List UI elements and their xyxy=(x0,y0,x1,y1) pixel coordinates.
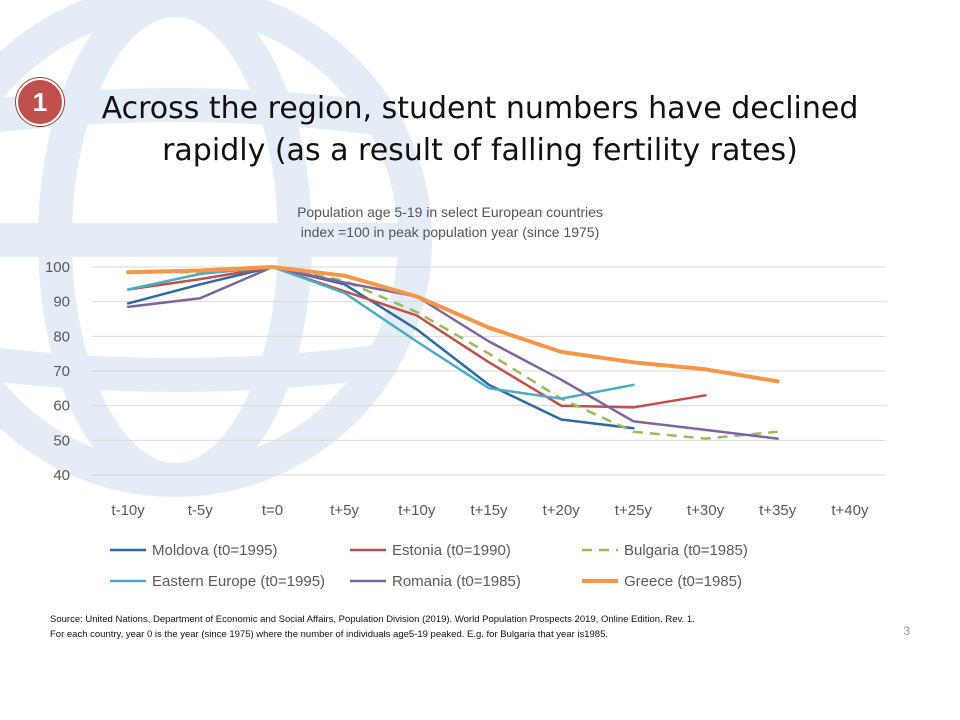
slide-number-badge: 1 xyxy=(16,78,64,126)
slide-title-line-1: Across the region, student numbers have … xyxy=(101,91,859,126)
series-line-4 xyxy=(126,265,779,440)
x-tick-label: t+35y xyxy=(759,502,797,519)
y-tick-label: 70 xyxy=(53,363,70,380)
y-tick-label: 100 xyxy=(45,259,70,276)
x-tick-label: t+30y xyxy=(687,502,725,519)
legend-label: Moldova (t0=1995) xyxy=(152,542,278,559)
source-note: Source: United Nations, Department of Ec… xyxy=(50,612,870,642)
x-tick-label: t+25y xyxy=(615,502,653,519)
chart-gridlines xyxy=(92,266,886,476)
source-line-1: Source: United Nations, Department of Ec… xyxy=(50,614,695,625)
x-tick-label: t-5y xyxy=(188,502,214,519)
x-tick-label: t-10y xyxy=(111,502,145,519)
series-line-3 xyxy=(126,265,635,400)
chart-title-line-2: index =100 in peak population year (sinc… xyxy=(300,224,600,240)
chart-title: Population age 5-19 in select European c… xyxy=(180,202,720,242)
series-line-0 xyxy=(126,265,635,430)
y-tick-label: 60 xyxy=(53,398,70,415)
chart-series-lines xyxy=(126,265,780,440)
chart-legend: Moldova (t0=1995) Estonia (t0=1990) Bulgar… xyxy=(110,542,748,590)
y-tick-label: 50 xyxy=(53,432,70,449)
x-tick-label: t+10y xyxy=(398,502,436,519)
y-tick-label: 90 xyxy=(53,294,70,311)
series-line-1 xyxy=(126,265,707,409)
legend-label: Eastern Europe (t0=1995) xyxy=(152,573,325,590)
x-tick-label: t+15y xyxy=(470,502,508,519)
legend-label: Romania (t0=1985) xyxy=(392,573,521,590)
x-tick-label: t=0 xyxy=(262,502,283,519)
y-axis-tick-labels: 40 50 60 70 80 90 100 xyxy=(45,259,70,484)
legend-label: Greece (t0=1985) xyxy=(624,573,742,590)
x-axis-tick-labels: t-10y t-5y t=0 t+5y t+10y t+15y t+20y t+25y t+30… xyxy=(111,502,869,519)
series-line-5 xyxy=(126,265,780,384)
slide-title-line-2: rapidly (as a result of falling fertilit… xyxy=(162,133,798,168)
y-tick-label: 40 xyxy=(53,467,70,484)
legend-label: Bulgaria (t0=1985) xyxy=(624,542,748,559)
page-number: 3 xyxy=(903,624,910,638)
x-tick-label: t+5y xyxy=(330,502,359,519)
x-tick-label: t+20y xyxy=(543,502,581,519)
slide-title: Across the region, student numbers have … xyxy=(80,88,880,172)
series-line-2 xyxy=(128,265,778,440)
chart-title-line-1: Population age 5-19 in select European c… xyxy=(297,204,603,220)
y-tick-label: 80 xyxy=(53,328,70,345)
legend-label: Estonia (t0=1990) xyxy=(392,542,511,559)
source-line-2: For each country, year 0 is the year (si… xyxy=(50,629,608,640)
x-tick-label: t+40y xyxy=(831,502,869,519)
